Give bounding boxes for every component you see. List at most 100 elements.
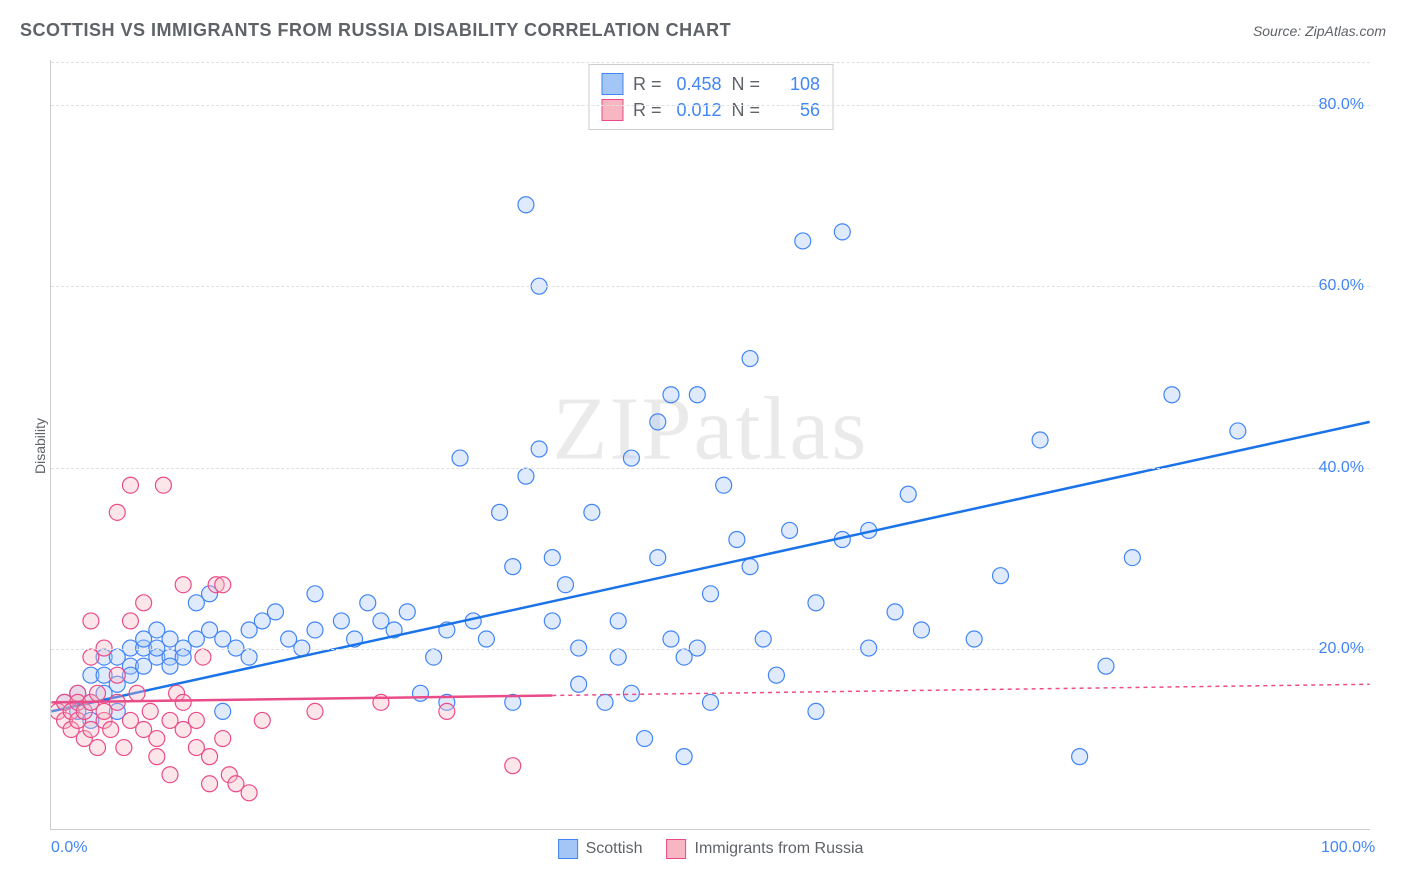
y-tick-label: 80.0%: [1319, 96, 1364, 114]
data-point-scottish: [571, 676, 587, 692]
legend-label-scottish: Scottish: [586, 840, 643, 858]
grid-line: [51, 468, 1370, 469]
data-point-scottish: [663, 387, 679, 403]
data-point-scottish: [333, 613, 349, 629]
data-point-scottish: [557, 577, 573, 593]
grid-line: [51, 286, 1370, 287]
data-point-russia: [90, 740, 106, 756]
data-point-scottish: [755, 631, 771, 647]
y-tick-label: 40.0%: [1319, 459, 1364, 477]
data-point-scottish: [492, 504, 508, 520]
plot-svg: [51, 60, 1370, 829]
y-tick-label: 60.0%: [1319, 277, 1364, 295]
trend-line-russia-dashed: [552, 684, 1369, 695]
data-point-scottish: [676, 749, 692, 765]
data-point-scottish: [729, 532, 745, 548]
r-label: R =: [633, 74, 662, 95]
legend-swatch-scottish: [558, 839, 578, 859]
data-point-scottish: [782, 522, 798, 538]
data-point-scottish: [716, 477, 732, 493]
data-point-scottish: [689, 387, 705, 403]
data-point-russia: [254, 712, 270, 728]
data-point-russia: [83, 613, 99, 629]
data-point-russia: [175, 577, 191, 593]
data-point-scottish: [834, 224, 850, 240]
n-label: N =: [732, 100, 761, 121]
data-point-russia: [195, 649, 211, 665]
data-point-russia: [122, 477, 138, 493]
data-point-scottish: [795, 233, 811, 249]
legend-swatch-russia: [667, 839, 687, 859]
data-point-scottish: [175, 649, 191, 665]
n-label: N =: [732, 74, 761, 95]
data-point-scottish: [518, 197, 534, 213]
data-point-russia: [155, 477, 171, 493]
data-point-scottish: [412, 685, 428, 701]
y-axis-label: Disability: [32, 418, 48, 474]
data-point-scottish: [663, 631, 679, 647]
data-point-russia: [188, 712, 204, 728]
data-point-russia: [162, 767, 178, 783]
data-point-scottish: [887, 604, 903, 620]
n-value-russia: 56: [770, 100, 820, 121]
legend-swatch-scottish: [601, 73, 623, 95]
grid-line: [51, 105, 1370, 106]
data-point-scottish: [584, 504, 600, 520]
data-point-russia: [215, 577, 231, 593]
legend-stat-row-scottish: R = 0.458 N = 108: [601, 71, 820, 97]
data-point-russia: [142, 703, 158, 719]
r-label: R =: [633, 100, 662, 121]
data-point-scottish: [650, 550, 666, 566]
x-tick-label: 0.0%: [51, 839, 87, 857]
data-point-scottish: [1124, 550, 1140, 566]
data-point-scottish: [808, 595, 824, 611]
source-attribution: Source: ZipAtlas.com: [1253, 23, 1386, 39]
data-point-russia: [149, 749, 165, 765]
data-point-scottish: [478, 631, 494, 647]
scatter-chart: ZIPatlas R =0.458N =108R =0.012N =56 Sco…: [50, 60, 1370, 830]
grid-line: [51, 62, 1370, 63]
data-point-russia: [175, 694, 191, 710]
legend-item-russia: Immigrants from Russia: [667, 839, 864, 859]
data-point-russia: [103, 721, 119, 737]
data-point-russia: [202, 776, 218, 792]
data-point-scottish: [623, 450, 639, 466]
data-point-scottish: [610, 649, 626, 665]
data-point-scottish: [742, 351, 758, 367]
data-point-scottish: [966, 631, 982, 647]
data-point-russia: [122, 613, 138, 629]
data-point-scottish: [1164, 387, 1180, 403]
data-point-scottish: [808, 703, 824, 719]
data-point-scottish: [452, 450, 468, 466]
data-point-russia: [505, 758, 521, 774]
data-point-scottish: [623, 685, 639, 701]
data-point-scottish: [597, 694, 613, 710]
data-point-scottish: [307, 622, 323, 638]
data-point-scottish: [360, 595, 376, 611]
data-point-scottish: [610, 613, 626, 629]
n-value-scottish: 108: [770, 74, 820, 95]
data-point-scottish: [267, 604, 283, 620]
data-point-russia: [90, 685, 106, 701]
data-point-russia: [136, 595, 152, 611]
data-point-scottish: [531, 441, 547, 457]
r-value-russia: 0.012: [672, 100, 722, 121]
data-point-scottish: [637, 731, 653, 747]
legend-item-scottish: Scottish: [558, 839, 643, 859]
data-point-scottish: [1230, 423, 1246, 439]
data-point-russia: [109, 667, 125, 683]
trend-line-russia: [51, 695, 552, 702]
data-point-russia: [109, 504, 125, 520]
data-point-russia: [215, 731, 231, 747]
data-point-russia: [129, 685, 145, 701]
trend-line-scottish: [51, 422, 1369, 712]
grid-line: [51, 649, 1370, 650]
r-value-scottish: 0.458: [672, 74, 722, 95]
data-point-scottish: [742, 559, 758, 575]
legend-stat-row-russia: R = 0.012 N = 56: [601, 97, 820, 123]
x-tick-label: 100.0%: [1321, 839, 1375, 857]
data-point-scottish: [993, 568, 1009, 584]
data-point-scottish: [426, 649, 442, 665]
legend-stats-box: R = 0.458 N = 108 R = 0.012 N = 56: [588, 64, 833, 130]
legend-bottom: Scottish Immigrants from Russia: [558, 839, 864, 859]
